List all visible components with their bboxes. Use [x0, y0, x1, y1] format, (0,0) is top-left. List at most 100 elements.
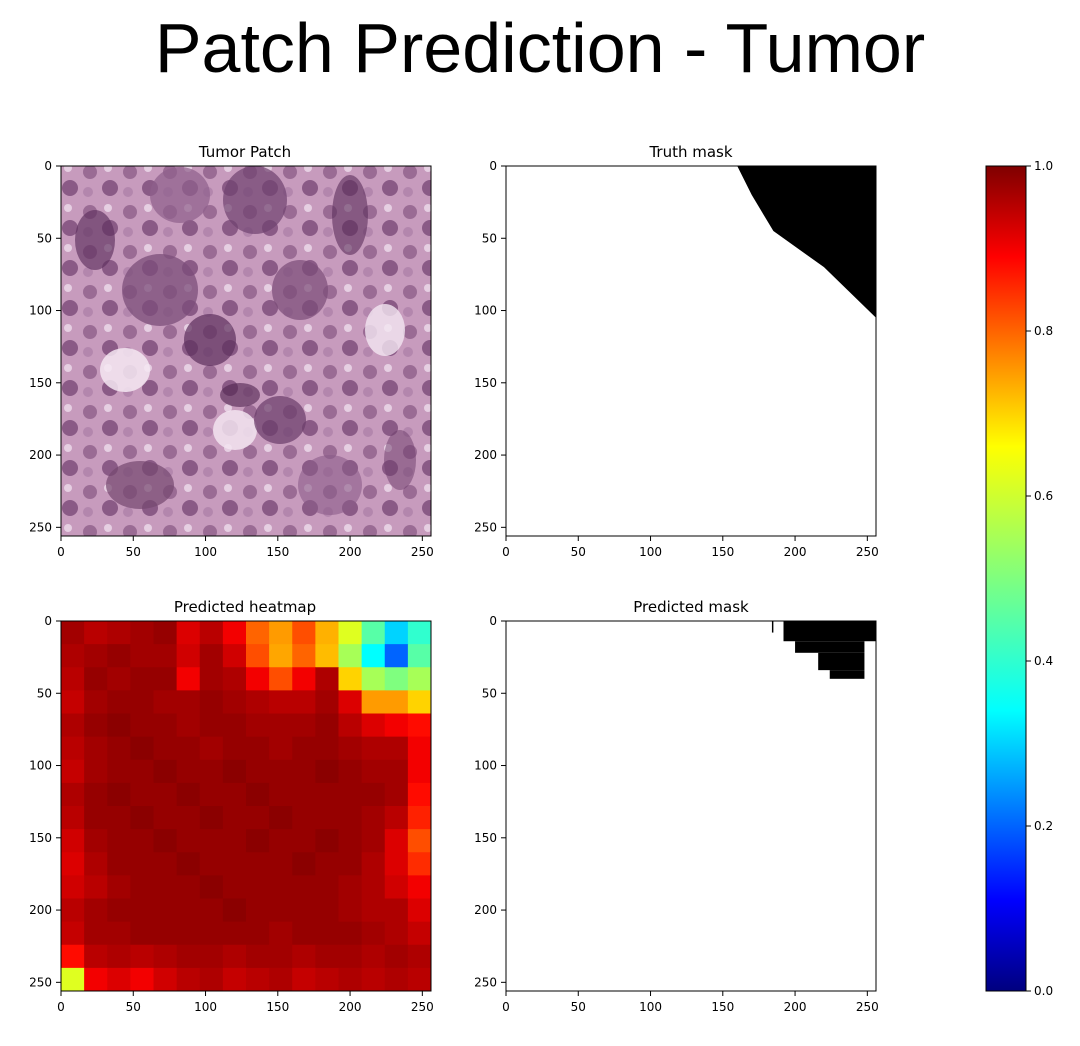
heatmap-cell: [61, 759, 85, 784]
axes-frame: [505, 165, 877, 537]
panel-title: Tumor Patch: [198, 143, 291, 161]
heatmap-cell: [130, 967, 154, 992]
heatmap-cell: [222, 898, 247, 923]
heatmap-cell: [315, 782, 339, 807]
colorbar-tick-label: 1.0: [1034, 159, 1053, 173]
x-tick-label: 200: [784, 1000, 807, 1014]
x-tick-label: 200: [339, 545, 362, 559]
heatmap-cell: [153, 921, 178, 946]
heatmap-cell: [384, 944, 409, 969]
heatmap-cell: [269, 944, 293, 969]
heatmap-cell: [269, 967, 293, 992]
heatmap-cell: [84, 690, 108, 714]
heatmap-cell: [176, 967, 201, 992]
heatmap-cell: [130, 944, 154, 969]
heatmap-cell: [84, 944, 108, 969]
heatmap-cell: [61, 806, 85, 830]
heatmap-cell: [292, 875, 316, 899]
heatmap-cell: [269, 667, 293, 691]
heatmap-cell: [107, 713, 131, 738]
heatmap-cell: [61, 667, 85, 691]
heatmap-cell: [153, 782, 178, 807]
heatmap-cell: [153, 944, 178, 969]
heatmap-cell: [222, 644, 247, 668]
heatmap-cell: [338, 806, 363, 830]
mask-block: [783, 621, 876, 642]
heatmap-cell: [269, 829, 293, 853]
heatmap-cell: [361, 690, 386, 714]
heatmap-cell: [199, 690, 224, 714]
heatmap-cell: [361, 713, 386, 738]
heatmap-cell: [315, 806, 339, 830]
heatmap-cell: [176, 644, 201, 668]
heatmap-cell: [107, 759, 131, 784]
heatmap-cell: [338, 898, 363, 923]
heatmap-cell: [315, 713, 339, 738]
heatmap-cell: [176, 667, 201, 691]
heatmap-cell: [199, 667, 224, 691]
heatmap-cell: [153, 967, 178, 992]
heatmap-cell: [222, 782, 247, 807]
page-title: Patch Prediction - Tumor: [154, 9, 926, 87]
heatmap-cell: [292, 713, 316, 738]
heatmap-cell: [199, 898, 224, 923]
x-tick-label: 250: [856, 1000, 879, 1014]
heatmap-cell: [407, 782, 432, 807]
heatmap-cell: [246, 967, 270, 992]
heatmap-cell: [130, 713, 154, 738]
heatmap-cell: [246, 921, 270, 946]
heatmap-cell: [384, 667, 409, 691]
heatmap-cell: [61, 621, 85, 645]
x-tick-label: 250: [411, 545, 434, 559]
x-tick-label: 100: [194, 1000, 217, 1014]
heatmap-cell: [292, 921, 316, 946]
heatmap-cell: [222, 875, 247, 899]
predicted-mask-region: [771, 621, 876, 679]
heatmap-cell: [361, 644, 386, 668]
heatmap-cell: [61, 875, 85, 899]
heatmap-cell: [246, 875, 270, 899]
heatmap-cell: [384, 898, 409, 923]
x-tick-label: 0: [57, 545, 65, 559]
heatmap-cell: [153, 713, 178, 738]
y-tick-label: 0: [44, 159, 52, 173]
heatmap-cell: [315, 967, 339, 992]
heatmap-cell: [407, 621, 432, 645]
y-tick-label: 250: [474, 975, 497, 989]
heatmap-cell: [338, 713, 363, 738]
heatmap-cell: [222, 967, 247, 992]
heatmap-cell: [384, 967, 409, 992]
heatmap-cell: [176, 875, 201, 899]
y-tick-label: 100: [474, 304, 497, 318]
heatmap-cell: [199, 875, 224, 899]
heatmap-cell: [246, 806, 270, 830]
y-tick-label: 50: [482, 231, 497, 245]
heatmap-cell: [246, 898, 270, 923]
y-tick-label: 250: [29, 520, 52, 534]
heatmap-cell: [61, 898, 85, 923]
panel-title: Truth mask: [648, 143, 732, 161]
y-tick-label: 100: [474, 759, 497, 773]
heatmap-cell: [315, 875, 339, 899]
y-tick-label: 200: [474, 903, 497, 917]
heatmap-cell: [338, 829, 363, 853]
heatmap-cells: [61, 621, 432, 992]
heatmap-cell: [222, 713, 247, 738]
y-tick-label: 250: [29, 975, 52, 989]
heatmap-cell: [338, 921, 363, 946]
heatmap-cell: [61, 644, 85, 668]
heatmap-cell: [292, 806, 316, 830]
heatmap-cell: [269, 782, 293, 807]
y-tick-label: 0: [489, 159, 497, 173]
x-tick-label: 150: [711, 1000, 734, 1014]
heatmap-cell: [84, 667, 108, 691]
heatmap-cell: [176, 713, 201, 738]
heatmap-cell: [292, 644, 316, 668]
heatmap-cell: [269, 644, 293, 668]
y-tick-label: 150: [474, 376, 497, 390]
x-tick-label: 100: [639, 1000, 662, 1014]
panel-predicted-heatmap: Predicted heatmap 0 50 100 150 200 250 0 50 100 1…: [29, 598, 434, 1014]
heatmap-cell: [361, 944, 386, 969]
tissue-blobs: [75, 166, 416, 515]
